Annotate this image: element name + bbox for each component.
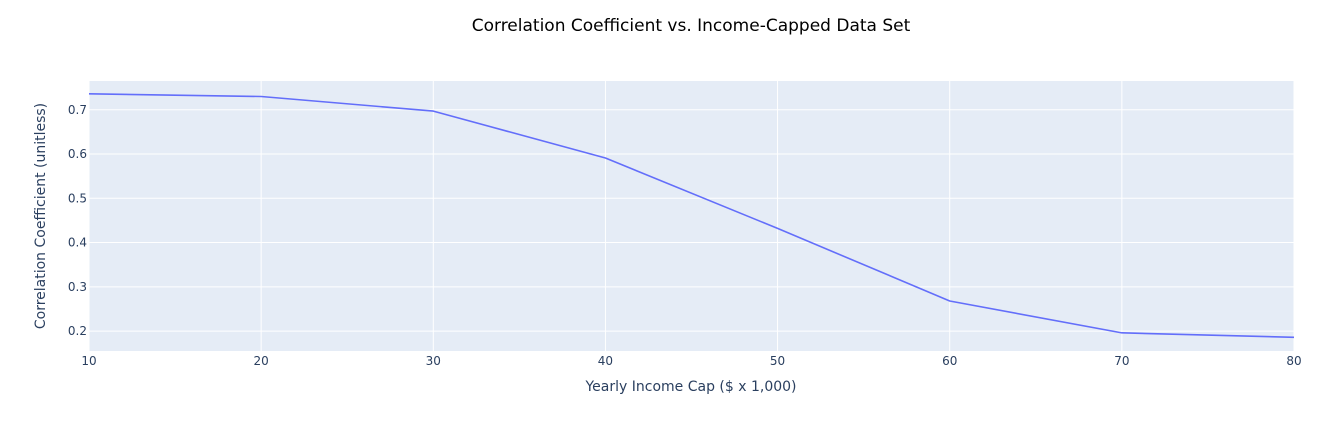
series-layer	[88, 93, 1295, 339]
x-axis-ticks: 10 20 30 40 50 60 70 80	[81, 354, 1301, 368]
x-axis-title: Yearly Income Cap ($ x 1,000)	[584, 379, 796, 395]
y-tick-label: 0.6	[68, 147, 87, 161]
plot-area	[89, 81, 1294, 351]
gridlines	[88, 81, 1295, 351]
y-tick-label: 0.7	[68, 103, 87, 117]
x-tick-label: 50	[770, 354, 785, 368]
x-tick-label: 10	[81, 354, 96, 368]
x-tick-label: 40	[598, 354, 613, 368]
y-axis-ticks: 0.2 0.3 0.4 0.5 0.6 0.7	[68, 103, 87, 338]
x-tick-label: 20	[254, 354, 269, 368]
y-tick-label: 0.5	[68, 191, 87, 205]
y-tick-label: 0.4	[68, 236, 87, 250]
chart-title: Correlation Coefficient vs. Income-Cappe…	[472, 16, 911, 36]
y-tick-label: 0.3	[68, 280, 87, 294]
y-tick-label: 0.2	[68, 324, 87, 338]
x-tick-label: 80	[1286, 354, 1301, 368]
x-tick-label: 70	[1114, 354, 1129, 368]
x-tick-label: 30	[426, 354, 441, 368]
y-axis-title: Correlation Coefficient (unitless)	[33, 103, 49, 329]
x-tick-label: 60	[942, 354, 957, 368]
series-line	[88, 93, 1295, 339]
